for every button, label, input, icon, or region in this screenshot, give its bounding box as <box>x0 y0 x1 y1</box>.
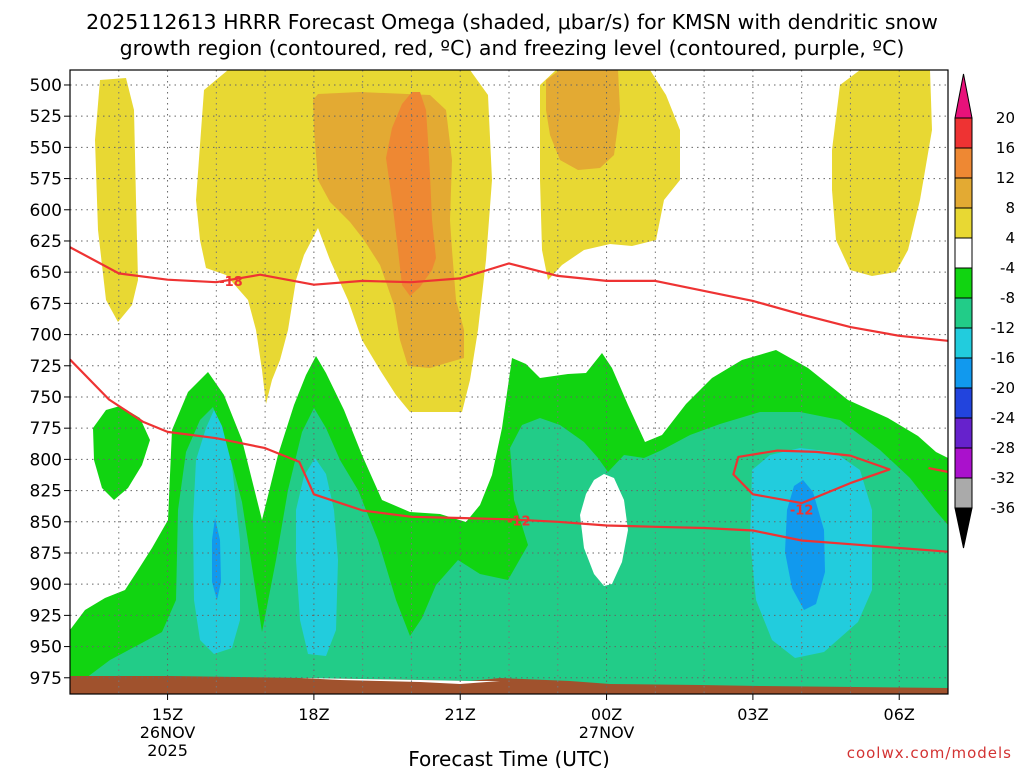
y-tick-label: 975 <box>30 669 62 689</box>
plot-area: -18 -12 -12 <box>70 70 948 694</box>
colorbar-swatch <box>954 477 973 509</box>
colorbar-swatch <box>954 117 973 149</box>
colorbar-label: -28 <box>991 439 1016 457</box>
colorbar-label: -16 <box>991 349 1016 367</box>
contour-label: -18 <box>219 275 243 290</box>
contour-line <box>928 467 948 473</box>
colorbar-top-arrow <box>954 73 973 119</box>
x-tick-label: 15Z <box>152 705 183 724</box>
colorbar-label: 16 <box>996 139 1015 157</box>
omega-region-yellow-1 <box>95 78 138 322</box>
contour-line <box>70 246 948 342</box>
x-tick-label: 06Z <box>884 705 915 724</box>
y-tick-label: 600 <box>30 201 62 221</box>
contour-line <box>70 358 948 553</box>
y-tick-label: 525 <box>30 107 62 127</box>
colorbar-label: -36 <box>991 499 1016 517</box>
y-tick-label: 550 <box>30 138 62 158</box>
y-tick-label: 500 <box>30 76 62 96</box>
contour-label: -12 <box>790 503 814 518</box>
omega-region-green-pocket <box>93 406 150 500</box>
colorbar-label: -12 <box>991 319 1016 337</box>
x-tick-label: 21Z <box>445 705 476 724</box>
colorbar-swatch <box>954 327 973 359</box>
contour-label: -12 <box>507 515 531 530</box>
omega-region-teal <box>70 407 948 694</box>
y-tick-label: 875 <box>30 544 62 564</box>
y-tick-label: 750 <box>30 388 62 408</box>
colorbar-label: 8 <box>1005 199 1015 217</box>
colorbar-label: -20 <box>991 379 1016 397</box>
x-tick-date: 27NOV <box>579 723 635 742</box>
terrain-surface <box>70 676 948 694</box>
y-tick-label: 850 <box>30 513 62 533</box>
y-tick-label: 800 <box>30 450 62 470</box>
watermark: coolwx.com/models <box>847 744 1012 762</box>
colorbar-swatch <box>954 417 973 449</box>
colorbar: 20 16 12 8 4 -4 -8 -12 -16 -20 -24 -28 -32 -36 <box>954 73 1016 549</box>
colorbar-label: -8 <box>1000 289 1015 307</box>
x-axis-title: Forecast Time (UTC) <box>408 747 610 768</box>
colorbar-bottom-arrow <box>954 507 973 549</box>
y-tick-label: 825 <box>30 482 62 502</box>
colorbar-label: -24 <box>991 409 1016 427</box>
terrain-white-gap <box>300 678 500 684</box>
chart-title-line1: 2025112613 HRRR Forecast Omega (shaded, … <box>86 10 938 34</box>
x-tick-label: 00Z <box>591 705 622 724</box>
omega-region-orange <box>386 92 436 296</box>
colorbar-swatch <box>954 387 973 419</box>
contour-layer: -18 -12 -12 <box>70 246 948 553</box>
colorbar-swatch <box>954 147 973 179</box>
x-tick-label: 03Z <box>737 705 768 724</box>
y-tick-label: 900 <box>30 575 62 595</box>
colorbar-label: -32 <box>991 469 1016 487</box>
colorbar-swatch <box>954 177 973 209</box>
omega-region-yellow-4 <box>832 70 932 276</box>
colorbar-swatch <box>954 357 973 389</box>
colorbar-label: 4 <box>1005 229 1015 247</box>
x-tick-date: 26NOV <box>140 723 196 742</box>
y-tick-label: 700 <box>30 326 62 346</box>
omega-region-white-hole <box>580 474 628 586</box>
y-tick-label: 650 <box>30 263 62 283</box>
y-tick-label: 725 <box>30 357 62 377</box>
colorbar-swatch <box>954 207 973 239</box>
y-tick-label: 775 <box>30 419 62 439</box>
y-tick-label: 950 <box>30 638 62 658</box>
x-tick-label: 18Z <box>298 705 329 724</box>
grid-lines <box>70 70 948 694</box>
omega-region-blue-1 <box>212 518 221 600</box>
contour-line <box>732 449 891 505</box>
colorbar-swatch <box>954 447 973 479</box>
omega-region-gold-2 <box>546 70 620 170</box>
colorbar-label: 12 <box>996 169 1015 187</box>
omega-region-cyan-2 <box>296 458 338 656</box>
colorbar-swatch <box>954 267 973 299</box>
x-tick-year: 2025 <box>147 741 188 760</box>
omega-region-blue-2 <box>785 480 825 610</box>
y-tick-label: 575 <box>30 170 62 190</box>
y-tick-label: 675 <box>30 294 62 314</box>
colorbar-swatch <box>954 237 973 269</box>
y-axis: 500 525 550 575 600 625 650 675 700 725 750 775 800 8… <box>30 76 70 689</box>
colorbar-label: -4 <box>1000 259 1015 277</box>
colorbar-label: 20 <box>996 109 1015 127</box>
y-tick-label: 925 <box>30 606 62 626</box>
chart-title-line2: growth region (contoured, red, ºC) and f… <box>120 36 905 60</box>
colorbar-swatch <box>954 297 973 329</box>
plot-frame <box>69 69 949 695</box>
y-tick-label: 625 <box>30 232 62 252</box>
